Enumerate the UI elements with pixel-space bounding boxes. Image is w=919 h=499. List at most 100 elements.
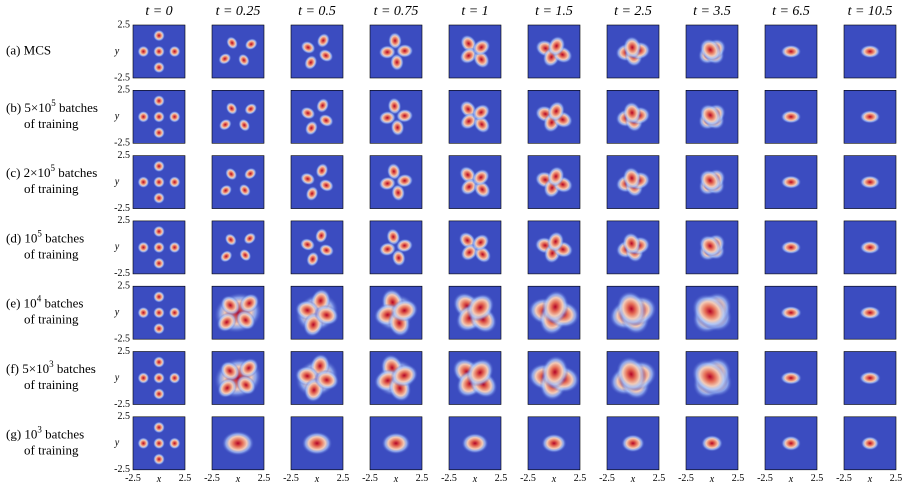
panel-frame [290,90,344,144]
x-tick-label: -2.5 [757,473,773,484]
x-axis-label: x [867,474,873,485]
panel [449,416,501,470]
density-blob [219,184,233,197]
panel-frame [290,220,344,275]
panel-frame [527,24,581,79]
x-tick-label: 2.5 [258,473,271,484]
row-label-sup: 3 [49,359,54,369]
panel [686,155,738,209]
density-blob [859,44,881,59]
panel-frame [685,285,739,340]
density-blob [153,110,165,123]
density-blob [153,94,165,107]
panel [370,25,422,78]
density-blob [395,108,414,123]
panel-frame [527,90,581,144]
x-tick-label: 2.5 [732,473,745,484]
panel [291,286,343,340]
density-blob [153,29,165,42]
panel [528,286,580,340]
panel-frame [606,24,660,79]
row-label-line2: of training [24,181,79,196]
panel [686,220,738,274]
panel [765,220,817,274]
density-blob [153,241,165,254]
density-blob [318,243,335,257]
panel [528,25,580,78]
x-axis-label: x [393,474,399,485]
panel [686,351,738,405]
panel-frame [527,416,581,471]
density-blob [541,433,567,454]
panel [133,416,185,470]
y-tick-label: -2.5 [114,333,130,344]
panel [686,286,738,340]
y-tick-label: 2.5 [118,411,131,422]
panel-frame [764,285,818,340]
panel-frame [606,155,660,209]
density-blob [219,360,240,381]
panel [212,155,264,209]
density-blob [306,251,320,267]
panel [686,25,738,78]
x-axis-label: x [630,474,636,485]
panel-frame [211,220,265,275]
density-blob [621,434,645,453]
x-tick-label: -2.5 [362,473,378,484]
panel [449,220,501,274]
panel-frame [211,90,265,144]
column-header: t = 1.5 [535,4,573,19]
row-label-sup: 5 [37,228,42,238]
row-label-text: (b) 5×10 [6,100,51,115]
panel-frame [764,24,818,79]
density-blob [466,358,494,387]
panel [528,155,580,209]
panel-frame [606,285,660,340]
density-blob [622,166,642,190]
x-tick-label: 2.5 [337,473,350,484]
x-tick-label: 2.5 [574,473,587,484]
density-blob [386,162,401,181]
y-tick-label: -2.5 [114,72,130,83]
density-blob [243,232,257,245]
panel-frame [606,90,660,144]
density-blob [153,453,165,466]
panel-background [212,155,264,209]
density-blob [388,32,403,50]
density-blob [153,61,165,74]
density-blob [623,36,642,59]
x-tick-label: -2.5 [125,473,141,484]
density-blob [153,322,165,335]
row-label: (b) 5×105 batches [6,98,98,115]
density-blob [226,36,239,50]
panel [528,416,580,470]
panel-frame [448,416,502,471]
y-axis-label: y [114,46,120,57]
density-blob [153,437,165,450]
x-axis-label: x [709,474,715,485]
density-blob [153,126,165,139]
density-blob [153,290,165,303]
y-tick-label: 2.5 [118,215,131,226]
panel-background [212,220,264,274]
density-blob [699,169,722,192]
density-blob [378,45,396,60]
panel [370,416,422,470]
panel-frame [843,90,897,144]
panel [607,286,659,340]
panel [765,351,817,405]
density-blob [219,250,233,263]
panel [844,286,896,340]
density-blob [859,240,881,255]
panel-frame [606,220,660,275]
panel-frame [132,90,186,144]
density-blob [304,120,318,136]
density-blob [616,356,647,393]
density-blob [137,176,150,189]
panel-background [291,90,343,144]
column-header: t = 0 [145,4,172,19]
density-blob [390,118,405,137]
density-blob [547,100,565,122]
density-blob [472,168,490,186]
density-blob [153,356,165,369]
